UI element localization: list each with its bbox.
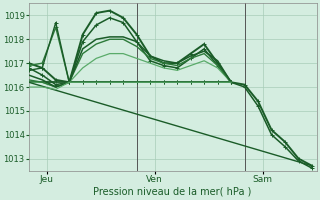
X-axis label: Pression niveau de la mer( hPa ): Pression niveau de la mer( hPa ) (93, 187, 252, 197)
